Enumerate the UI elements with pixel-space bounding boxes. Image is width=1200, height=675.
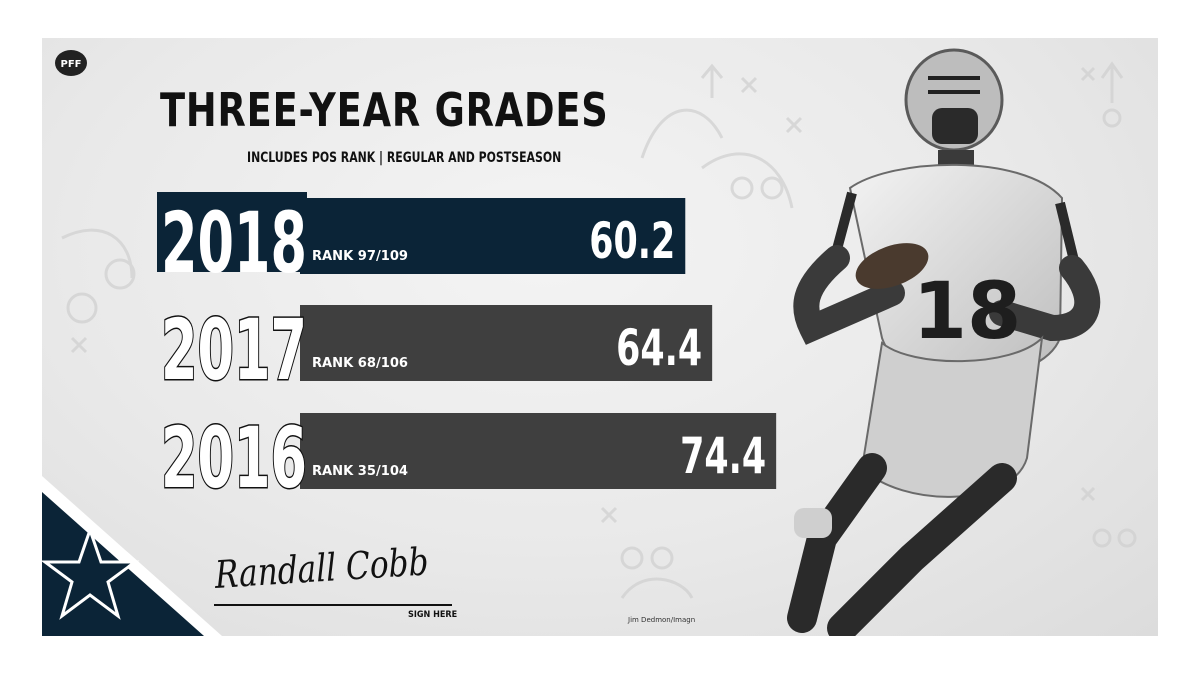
logo-text: PFF	[61, 59, 82, 70]
player-photo: 18	[787, 48, 1101, 636]
jersey-number: 18	[913, 267, 1022, 357]
grade-value-label: 74.4	[680, 427, 766, 485]
grade-bar	[300, 413, 777, 489]
rank-label: RANK 97/109	[312, 249, 408, 264]
rank-label: RANK 35/104	[312, 464, 408, 479]
year-label: 2017	[161, 301, 307, 399]
year-label: 2016	[161, 409, 307, 507]
page-subtitle: INCLUDES POS RANK | REGULAR AND POSTSEAS…	[247, 150, 562, 166]
photo-credit: Jim Dedmon/Imagn	[628, 616, 696, 624]
year-label: 2018	[161, 194, 307, 292]
signature-line	[214, 604, 452, 606]
grade-bar	[300, 305, 713, 381]
sign-here-caption: SIGN HERE	[408, 610, 458, 620]
grade-bar	[300, 198, 686, 274]
grade-value-label: 60.2	[589, 212, 675, 270]
grade-value-label: 64.4	[616, 319, 702, 377]
pff-logo: PFF	[55, 50, 87, 76]
graphic-card: PFF THREE-YEAR GRADES INCLUDES POS RANK …	[42, 38, 1158, 636]
year-highlight-box	[157, 192, 307, 272]
rank-label: RANK 68/106	[312, 356, 408, 371]
playbook-background	[61, 61, 1137, 599]
star-icon	[42, 525, 140, 620]
cowboys-star-corner	[42, 476, 222, 636]
grades-bar-chart: 2018 RANK 97/109 60.2 2017 RANK 68/106 64.4 20…	[157, 192, 777, 509]
